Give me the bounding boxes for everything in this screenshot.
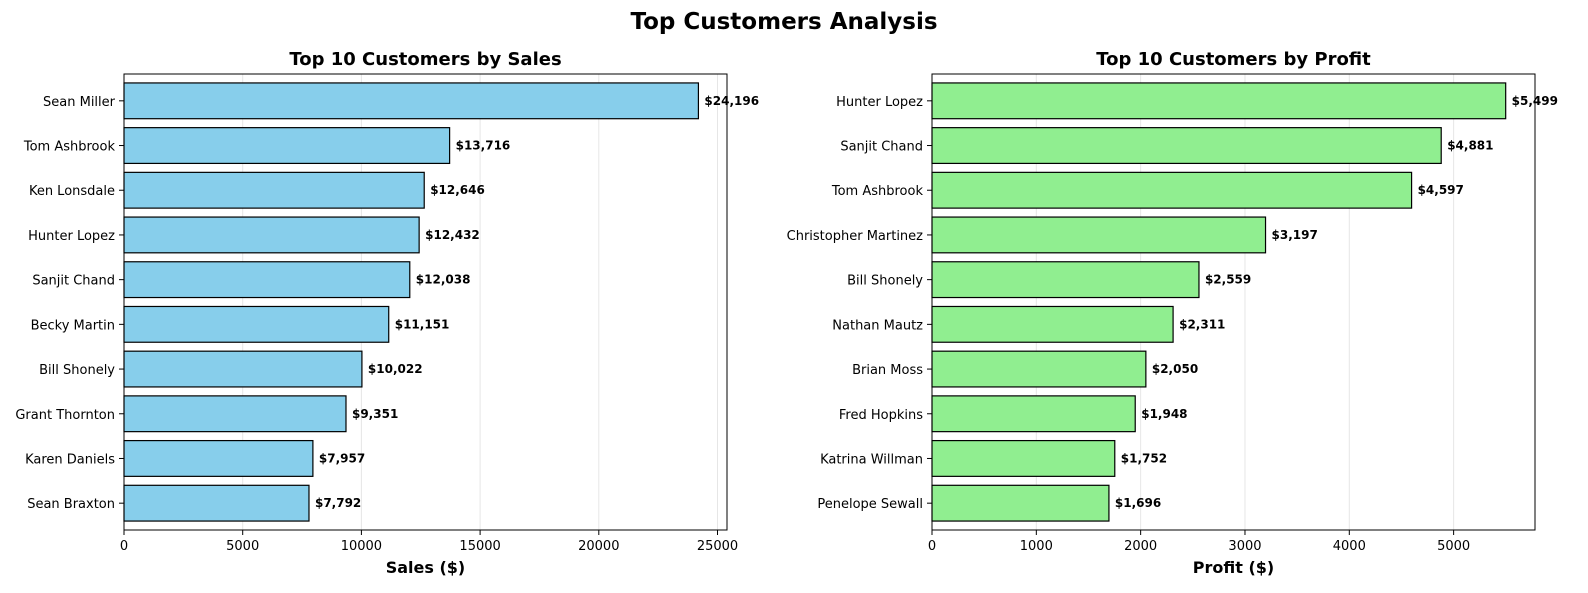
sales-category-label: Grant Thornton [15, 408, 115, 423]
sales-bar [123, 171, 425, 209]
profit-bar-value-label: $2,050 [1152, 362, 1198, 376]
profit-xtick-label: 3000 [1228, 539, 1261, 554]
sales-bar-value-label: $9,351 [352, 407, 398, 421]
profit-bar [931, 484, 1110, 522]
profit-bar [931, 395, 1136, 433]
profit-x-axis-label: Profit ($) [1193, 558, 1274, 577]
sales-bar [123, 439, 314, 477]
sales-category-label: Ken Lonsdale [29, 184, 115, 199]
profit-axes-frame [931, 73, 1536, 531]
sales-bar [123, 82, 700, 120]
sales-category-label: Becky Martin [31, 318, 115, 333]
profit-bar-value-label: $4,881 [1447, 139, 1493, 153]
sales-category-label: Bill Shonely [39, 363, 115, 378]
profit-bar [931, 350, 1147, 388]
sales-bar [123, 484, 310, 522]
sales-axes-frame [123, 73, 728, 531]
profit-bar [931, 82, 1507, 120]
sales-bar-value-label: $12,646 [430, 183, 485, 197]
sales-bar [123, 395, 347, 433]
profit-bar-value-label: $2,559 [1205, 273, 1251, 287]
profit-category-label: Tom Ashbrook [831, 184, 924, 199]
sales-bar [123, 261, 411, 299]
profit-category-label: Hunter Lopez [836, 95, 923, 110]
profit-bar [931, 439, 1116, 477]
sales-bar [123, 216, 420, 254]
sales-bar-value-label: $12,432 [425, 228, 480, 242]
profit-category-label: Katrina Willman [820, 452, 923, 467]
profit-bar [931, 261, 1200, 299]
profit-xtick-label: 0 [928, 539, 936, 554]
sales-x-axis-label: Sales ($) [386, 558, 466, 577]
sales-xtick-label: 10000 [341, 539, 382, 554]
sales-category-label: Karen Daniels [25, 452, 115, 467]
sales-xtick-label: 0 [120, 539, 128, 554]
profit-category-label: Brian Moss [852, 363, 923, 378]
sales-bar-value-label: $24,196 [704, 94, 759, 108]
profit-bar-value-label: $1,696 [1115, 496, 1161, 510]
profit-bar-value-label: $2,311 [1179, 317, 1225, 331]
profit-bar [931, 216, 1267, 254]
profit-category-label: Sanjit Chand [840, 140, 923, 155]
profit-bar [931, 127, 1442, 165]
sales-bar [123, 350, 363, 388]
profit-bar [931, 305, 1174, 343]
sales-category-label: Hunter Lopez [28, 229, 115, 244]
profit-bar [931, 171, 1413, 209]
sales-category-label: Sanjit Chand [32, 274, 115, 289]
sales-category-label: Tom Ashbrook [23, 140, 116, 155]
profit-xtick-label: 1000 [1020, 539, 1053, 554]
profit-category-label: Nathan Mautz [832, 318, 923, 333]
profit-bar-value-label: $1,752 [1121, 451, 1167, 465]
profit-chart-title: Top 10 Customers by Profit [1096, 49, 1371, 70]
sales-bar-value-label: $12,038 [416, 273, 471, 287]
profit-bar-value-label: $1,948 [1141, 407, 1187, 421]
profit-xtick-label: 2000 [1124, 539, 1157, 554]
profit-category-label: Fred Hopkins [839, 408, 923, 423]
profit-bar-value-label: $4,597 [1418, 183, 1464, 197]
sales-xtick-label: 15000 [459, 539, 500, 554]
sales-xtick-label: 5000 [226, 539, 259, 554]
profit-xtick-label: 4000 [1333, 539, 1366, 554]
sales-category-label: Sean Braxton [27, 497, 115, 512]
sales-xtick-label: 25000 [697, 539, 738, 554]
profit-category-label: Bill Shonely [847, 274, 923, 289]
sales-bar [123, 127, 451, 165]
sales-chart: $24,196 Sean Miller $13,716 Tom Ashbrook $12… [15, 49, 759, 577]
sales-bar [123, 305, 390, 343]
sales-chart-title: Top 10 Customers by Sales [289, 49, 561, 70]
profit-bar-value-label: $3,197 [1272, 228, 1318, 242]
profit-category-label: Christopher Martinez [787, 229, 924, 244]
sales-bar-value-label: $10,022 [368, 362, 423, 376]
profit-category-label: Penelope Sewall [817, 497, 923, 512]
figure-title: Top Customers Analysis [630, 9, 937, 35]
sales-xtick-label: 20000 [578, 539, 619, 554]
sales-bar-value-label: $7,957 [319, 451, 365, 465]
sales-bar-value-label: $7,792 [315, 496, 361, 510]
sales-bar-value-label: $11,151 [395, 317, 450, 331]
profit-xtick-label: 5000 [1437, 539, 1470, 554]
sales-bar-value-label: $13,716 [456, 139, 511, 153]
sales-category-label: Sean Miller [43, 95, 116, 110]
